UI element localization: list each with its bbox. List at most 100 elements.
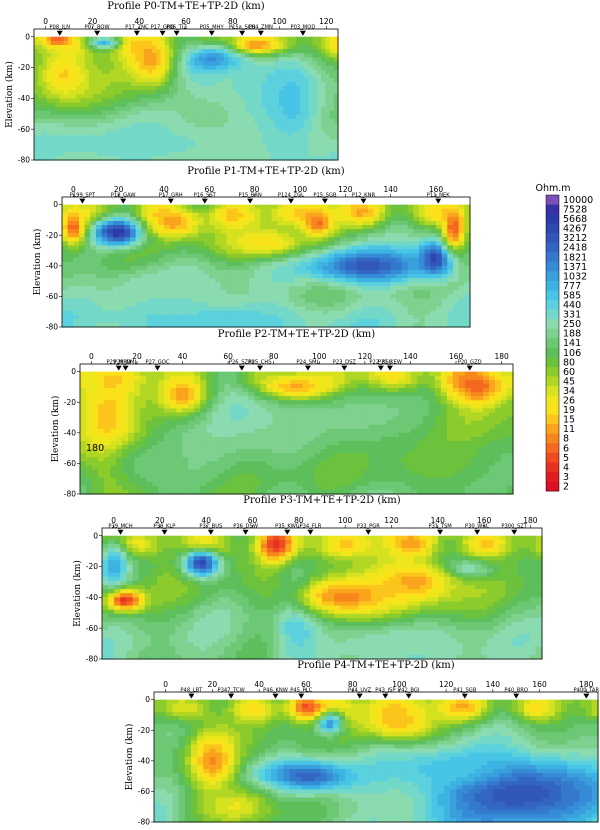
resistivity-cell	[110, 77, 115, 83]
resistivity-cell	[182, 383, 189, 389]
resistivity-cell	[447, 212, 454, 218]
resistivity-cell	[170, 400, 177, 405]
resistivity-cell	[209, 220, 216, 226]
station-marker	[56, 30, 63, 36]
resistivity-cell	[312, 40, 318, 46]
resistivity-cell	[152, 49, 158, 54]
resistivity-cell	[122, 392, 129, 397]
resistivity-cell	[192, 322, 199, 328]
resistivity-cell	[194, 94, 200, 99]
resistivity-cell	[373, 225, 380, 230]
resistivity-cell	[67, 302, 74, 308]
resistivity-cell	[90, 322, 97, 328]
profile-panel-0: Profile P0-TM+TE+TP-2D (km)0 20 40 60 80 100 1…	[4, 1, 339, 165]
resistivity-cell	[79, 314, 86, 320]
resistivity-cell	[104, 432, 111, 438]
resistivity-cell	[59, 90, 65, 95]
resistivity-cell	[266, 302, 273, 308]
resistivity-cell	[177, 49, 183, 54]
resistivity-cell	[63, 135, 69, 141]
resistivity-cell	[170, 453, 177, 458]
resistivity-cell	[110, 147, 115, 153]
resistivity-cell	[333, 114, 339, 120]
resistivity-cell	[202, 49, 208, 54]
resistivity-cell	[215, 290, 222, 295]
resistivity-cell	[277, 208, 284, 214]
resistivity-cell	[156, 73, 162, 79]
resistivity-cell	[192, 208, 199, 214]
resistivity-cell	[76, 44, 82, 50]
resistivity-cell	[266, 253, 273, 259]
resistivity-cell	[164, 123, 170, 128]
resistivity-cell	[169, 114, 174, 120]
resistivity-cell	[237, 269, 244, 275]
resistivity-cell	[232, 57, 238, 62]
resistivity-cell	[236, 86, 242, 91]
resistivity-cell	[34, 49, 39, 54]
resistivity-cell	[148, 143, 153, 149]
resistivity-cell	[209, 278, 216, 283]
resistivity-cell	[92, 453, 99, 458]
resistivity-cell	[339, 208, 346, 214]
resistivity-cell	[152, 233, 159, 238]
resistivity-cell	[424, 298, 431, 304]
resistivity-cell	[96, 204, 103, 210]
resistivity-cell	[124, 229, 131, 234]
resistivity-cell	[453, 261, 460, 267]
resistivity-cell	[413, 208, 420, 214]
resistivity-cell	[266, 65, 272, 71]
resistivity-cell	[321, 44, 326, 50]
resistivity-cell	[436, 229, 443, 234]
resistivity-cell	[232, 123, 238, 128]
resistivity-cell	[232, 53, 238, 58]
resistivity-cell	[220, 294, 227, 300]
resistivity-cell	[158, 314, 165, 320]
resistivity-cell	[368, 225, 375, 230]
resistivity-cell	[140, 457, 147, 462]
resistivity-cell	[72, 44, 77, 50]
resistivity-cell	[396, 282, 403, 287]
resistivity-cell	[249, 229, 256, 234]
resistivity-cell	[447, 298, 454, 304]
resistivity-cell	[271, 229, 278, 234]
resistivity-cell	[237, 261, 244, 267]
resistivity-cell	[182, 457, 189, 462]
resistivity-cell	[266, 106, 272, 112]
resistivity-cell	[311, 322, 318, 328]
resistivity-cell	[283, 98, 288, 104]
resistivity-cell	[333, 98, 339, 104]
resistivity-cell	[135, 131, 141, 136]
resistivity-cell	[88, 44, 94, 50]
resistivity-cell	[122, 49, 128, 54]
resistivity-cell	[97, 123, 103, 128]
resistivity-cell	[288, 278, 295, 283]
resistivity-cell	[160, 139, 166, 145]
resistivity-cell	[207, 139, 212, 145]
resistivity-cell	[134, 428, 141, 434]
resistivity-cell	[118, 241, 125, 247]
resistivity-cell	[140, 432, 147, 438]
resistivity-cell	[114, 86, 120, 91]
resistivity-cell	[219, 143, 225, 149]
resistivity-cell	[245, 106, 250, 112]
resistivity-cell	[287, 81, 293, 87]
resistivity-cell	[34, 106, 39, 112]
resistivity-cell	[453, 298, 460, 304]
resistivity-cell	[84, 253, 91, 259]
resistivity-cell	[114, 90, 120, 95]
resistivity-cell	[135, 233, 142, 238]
resistivity-cell	[311, 216, 318, 222]
resistivity-cell	[124, 290, 131, 295]
resistivity-cell	[175, 310, 182, 316]
resistivity-cell	[249, 94, 255, 99]
resistivity-cell	[453, 233, 460, 238]
resistivity-cell	[194, 151, 200, 157]
resistivity-cell	[283, 290, 290, 295]
resistivity-cell	[67, 57, 73, 62]
resistivity-cell	[254, 249, 261, 255]
resistivity-cell	[194, 44, 200, 50]
resistivity-cell	[122, 432, 129, 438]
resistivity-cell	[46, 69, 52, 75]
resistivity-cell	[105, 155, 111, 161]
resistivity-cell	[101, 69, 107, 75]
